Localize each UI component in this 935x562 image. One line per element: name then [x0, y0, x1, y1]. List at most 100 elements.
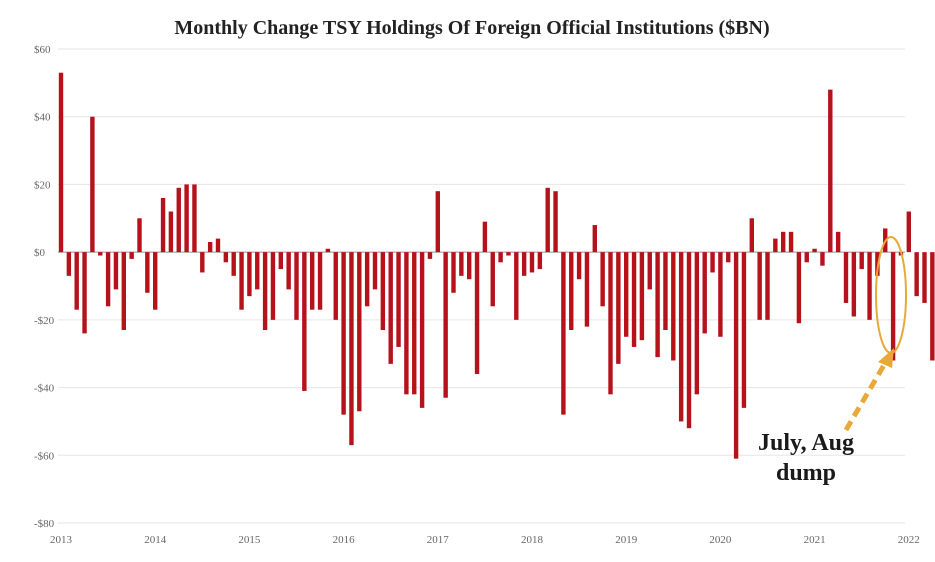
bar: [231, 252, 236, 276]
bar: [286, 252, 291, 290]
bar: [749, 218, 754, 253]
y-tick-label: -$40: [34, 383, 55, 395]
x-axis: 2013 2014 2015 2016 2017 2018 2019 2020 2021 2022…: [50, 534, 920, 546]
bar: [207, 241, 213, 253]
bar: [757, 252, 762, 320]
chart-title: Monthly Change TSY Holdings Of Foreign O…: [174, 17, 769, 39]
bar: [239, 252, 244, 310]
bar: [576, 252, 582, 280]
bar: [404, 252, 409, 395]
annotation: July, Aug dump: [758, 236, 907, 486]
bar: [733, 252, 739, 459]
bar: [113, 252, 119, 290]
bar: [804, 252, 809, 263]
bar: [98, 252, 103, 256]
bar: [859, 252, 864, 270]
bar: [663, 252, 668, 331]
x-tick-label: 2017: [427, 534, 450, 546]
bar: [851, 252, 857, 317]
bar: [262, 252, 268, 331]
bar: [726, 252, 731, 263]
y-tick-label: $0: [34, 247, 46, 259]
bar: [372, 252, 378, 290]
bar: [380, 252, 386, 331]
annotation-arrow: [843, 358, 890, 432]
bar: [325, 248, 331, 253]
bar: [474, 252, 480, 375]
bar: [506, 252, 511, 256]
y-tick-label: -$60: [34, 450, 55, 462]
bar: [890, 252, 896, 361]
bar: [741, 252, 747, 408]
y-tick-label: $60: [34, 44, 51, 56]
grid-lines: [58, 48, 905, 524]
bar: [600, 252, 605, 307]
x-tick-label: 2014: [144, 534, 167, 546]
bar: [529, 252, 535, 273]
bars: [58, 72, 935, 459]
bar: [66, 252, 72, 276]
bar: [435, 191, 440, 253]
bar: [192, 184, 197, 253]
bar: [294, 252, 299, 320]
bar: [671, 252, 676, 361]
bar: [773, 238, 778, 253]
bar: [906, 211, 911, 253]
bar: [74, 252, 79, 310]
bar: [349, 252, 354, 446]
bar: [718, 252, 723, 337]
bar: [310, 252, 315, 310]
bar: [58, 72, 64, 253]
bar: [545, 187, 550, 253]
bar: [639, 252, 645, 341]
bar: [835, 231, 841, 253]
bar: [678, 252, 684, 422]
x-tick-label: 2016: [333, 534, 356, 546]
bar: [176, 187, 181, 253]
bar: [914, 252, 919, 297]
bar: [105, 252, 111, 307]
bar: [419, 252, 425, 408]
x-tick-label: 2021: [804, 534, 826, 546]
bar: [686, 252, 692, 429]
bar: [647, 252, 652, 290]
bar: [357, 252, 362, 412]
bar: [820, 252, 825, 266]
bar: [569, 252, 574, 331]
bar: [200, 252, 205, 273]
y-axis: $60 $40 $20 $0 -$20 -$40 -$60 -$80: [34, 44, 55, 530]
bar: [584, 252, 590, 327]
bar: [412, 252, 417, 395]
bar: [608, 252, 613, 395]
x-tick-label: 2015: [238, 534, 261, 546]
x-tick-label: 2013: [50, 534, 73, 546]
bar: [168, 211, 174, 253]
y-tick-label: -$20: [34, 315, 55, 327]
bar: [828, 89, 833, 253]
bar: [561, 252, 566, 415]
bar: [153, 252, 158, 310]
bar: [223, 252, 229, 263]
bar: [270, 252, 276, 320]
bar: [702, 252, 707, 334]
bar: [278, 252, 283, 270]
annotation-line-1: July, Aug: [758, 430, 854, 456]
bar: [655, 252, 660, 358]
bar: [364, 252, 370, 307]
bar: [781, 231, 786, 253]
bar: [129, 252, 134, 259]
x-tick-label: 2019: [615, 534, 638, 546]
bar: [333, 252, 338, 320]
bar: [247, 252, 252, 297]
bar: [553, 191, 558, 253]
bar: [521, 252, 527, 276]
bar: [796, 252, 802, 324]
bar: [160, 197, 166, 253]
bar: [537, 252, 543, 270]
bar: [922, 252, 927, 303]
bar: [255, 252, 260, 290]
bar: [184, 184, 189, 253]
bar: [930, 252, 935, 361]
x-tick-label: 2018: [521, 534, 544, 546]
